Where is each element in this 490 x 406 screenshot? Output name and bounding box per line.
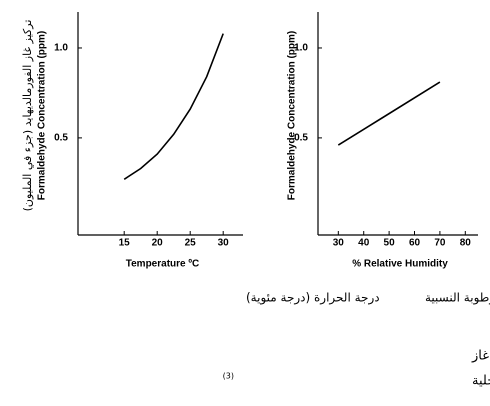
x-tick-label: 40 [358, 238, 370, 249]
caption-reference: (3) [223, 372, 234, 381]
data-line [337, 81, 441, 146]
x-tick-label: 30 [218, 238, 230, 249]
y-tick-label: 1.0 [294, 43, 308, 54]
x-tick-label: 25 [185, 238, 197, 249]
figure-caption: الفورمالديهايد في البيئة الداخلية [472, 374, 490, 389]
x-tick-label: 50 [384, 238, 396, 249]
x-tick-label: 20 [152, 238, 164, 249]
chart-caption-ar: ٪ الرطوبة النسبية [425, 291, 490, 306]
chart-caption-ar: درجة الحرارة (درجة مئوية) [246, 291, 380, 306]
y-axis-label: Formaldehyde Concentration (ppm) [37, 31, 48, 200]
x-tick-label: 80 [460, 238, 472, 249]
y-tick-label: 0.5 [54, 133, 68, 144]
data-line [123, 33, 224, 180]
x-tick-label: 70 [434, 238, 446, 249]
x-axis-label: Temperature ºC [126, 259, 200, 270]
x-axis-label: % Relative Humidity [352, 259, 448, 270]
y-axis-label-ar: تركيز غاز الفورمالديهايد (جزء في المليون… [21, 20, 34, 212]
x-tick-label: 30 [333, 238, 345, 249]
x-tick-label: 60 [409, 238, 421, 249]
y-tick-label: 0.5 [294, 133, 308, 144]
figure-caption: شكل (21) تأثير التغير في درجة الحرارة وا… [471, 346, 490, 364]
x-tick-label: 15 [119, 238, 131, 249]
y-tick-label: 1.0 [54, 43, 68, 54]
y-axis-label: Formaldehyde Concentration (ppm) [287, 31, 298, 200]
